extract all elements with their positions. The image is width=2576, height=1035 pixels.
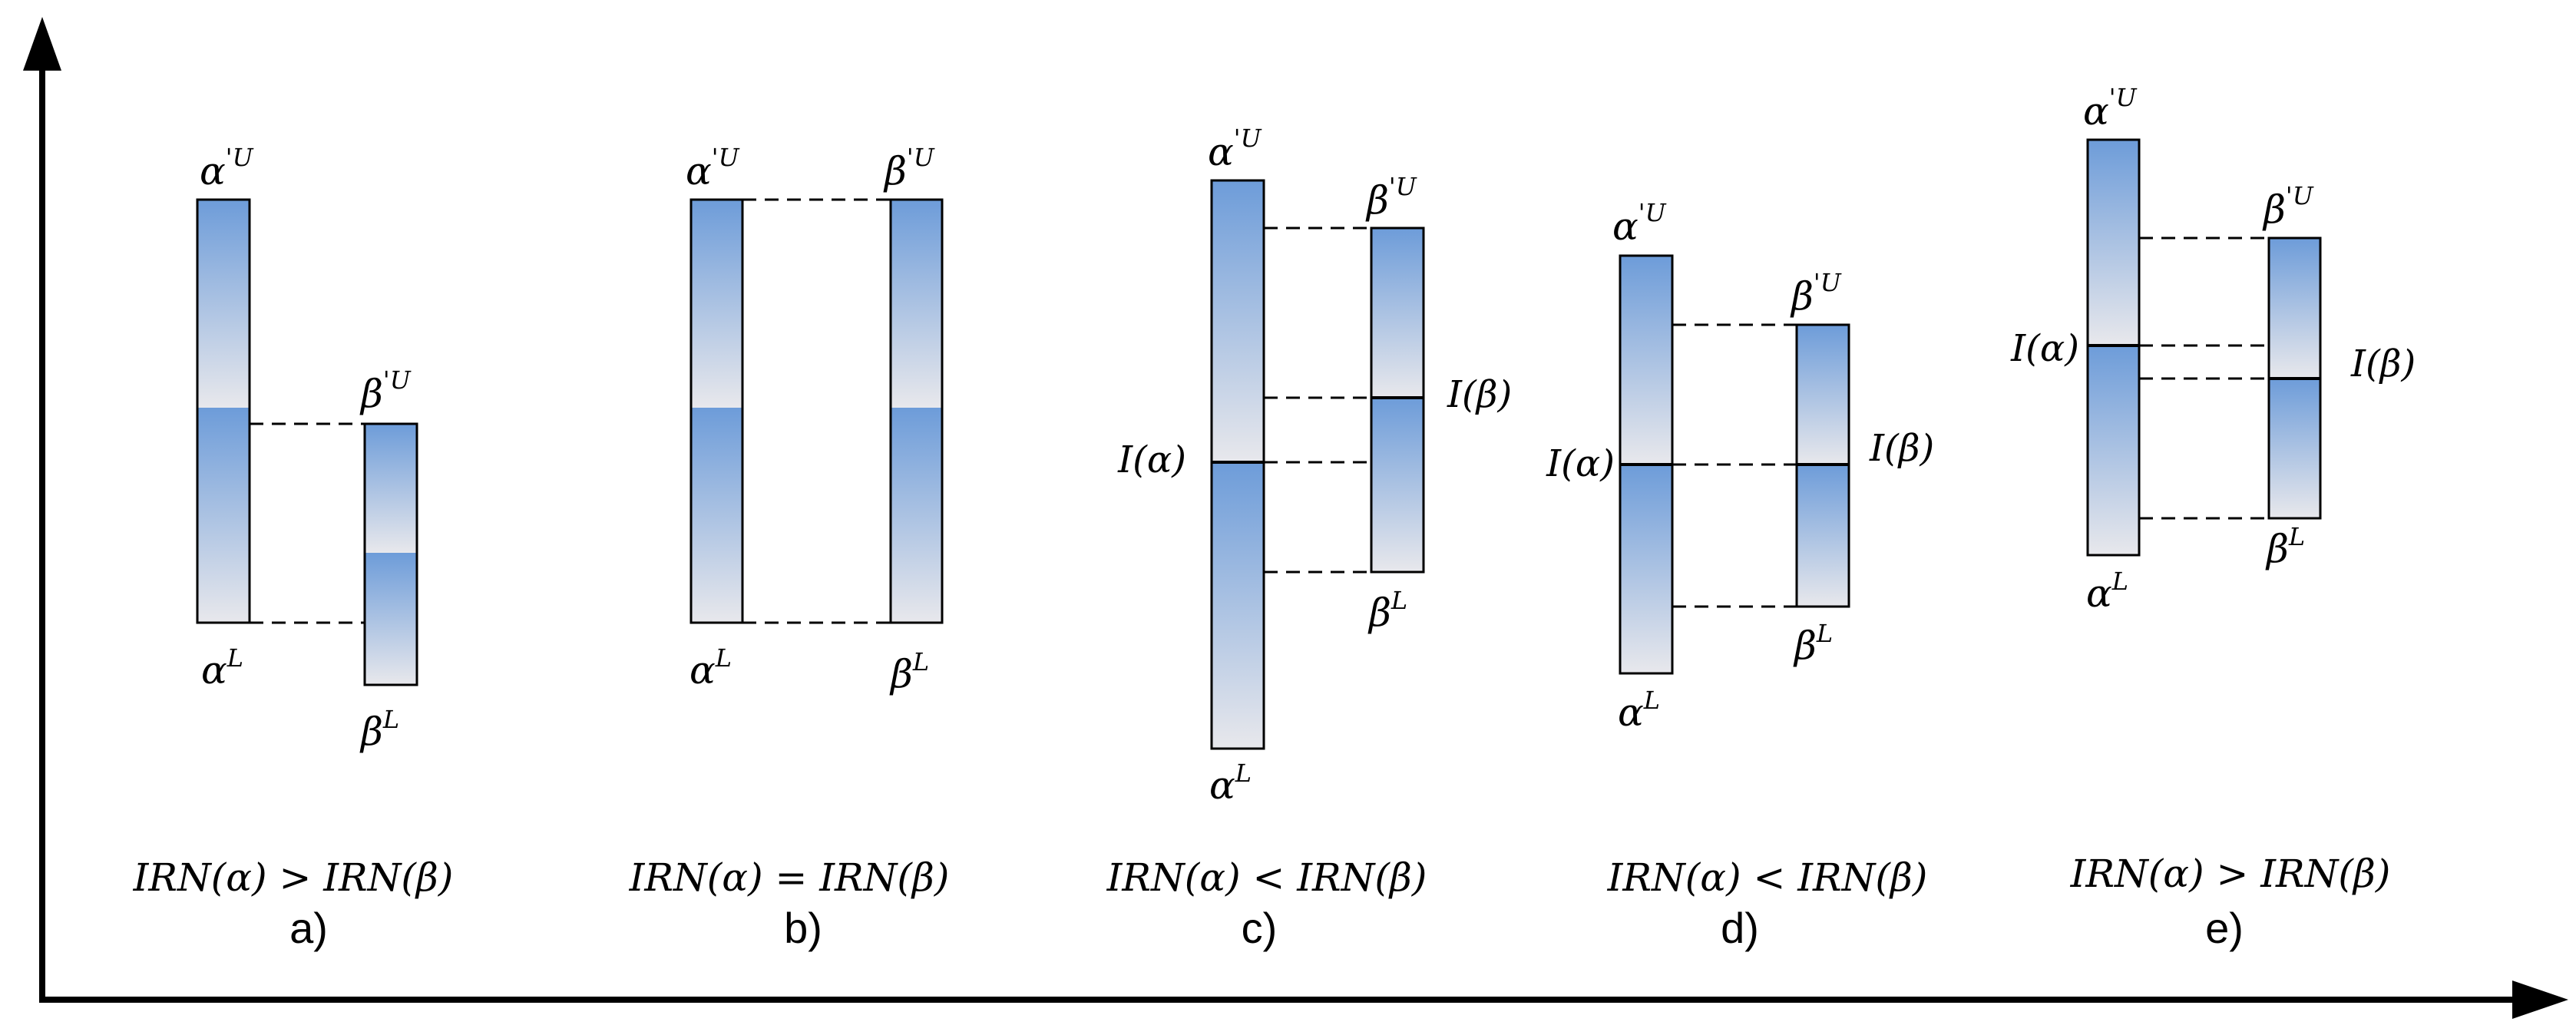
beta-lower-label: βL: [889, 647, 929, 696]
panel-b: α'U αL β'U βL IRN(α) = IRN(β) b): [629, 143, 950, 952]
beta-lower-label: βL: [359, 705, 399, 754]
panel-caption: d): [1721, 904, 1759, 952]
beta-upper-label: β'U: [2262, 181, 2314, 232]
comparison-formula: IRN(α) > IRN(β): [2070, 851, 2391, 896]
alpha-lower-label: αL: [2086, 567, 2128, 616]
alpha-midpoint-label: I(α): [1546, 442, 1615, 485]
dashed-connectors: [1672, 323, 1797, 608]
alpha-midpoint-label: I(α): [2010, 327, 2079, 370]
alpha-interval-bar: [1619, 254, 1674, 675]
alpha-lower-label: αL: [1618, 686, 1660, 735]
panel-a: α'U αL β'U βL IRN(α) > IRN(β) a): [133, 143, 454, 952]
beta-interval-bar: [2267, 236, 2322, 520]
alpha-upper-label: α'U: [2083, 83, 2138, 134]
panel-caption: a): [289, 904, 328, 952]
beta-midpoint-label: I(β): [1447, 373, 1512, 416]
alpha-interval-bar: [196, 198, 251, 624]
x-axis-arrowhead: [2512, 980, 2568, 1019]
dashed-connectors: [1264, 227, 1371, 574]
beta-midpoint-label: I(β): [1869, 427, 1934, 470]
alpha-interval-bar: [2086, 138, 2141, 557]
panel-d: α'U αL β'U βL I(α) I(β) IRN(α) < IRN(β) …: [1546, 198, 1934, 952]
beta-interval-bar: [1370, 227, 1425, 574]
panel-c: α'U αL β'U βL I(α) I(β) IRN(α) < IRN(β) …: [1106, 124, 1513, 952]
beta-upper-label: β'U: [1790, 268, 1842, 319]
beta-lower-label: βL: [1793, 619, 1833, 668]
y-axis-arrowhead: [23, 17, 61, 71]
beta-upper-label: β'U: [1365, 172, 1417, 223]
comparison-formula: IRN(α) = IRN(β): [629, 855, 950, 900]
alpha-interval-bar: [689, 198, 744, 624]
beta-midpoint-label: I(β): [2350, 342, 2416, 385]
beta-interval-bar: [1795, 323, 1850, 608]
panel-caption: c): [1242, 904, 1278, 952]
panel-caption: e): [2205, 904, 2244, 952]
alpha-upper-label: α'U: [1208, 124, 1262, 174]
alpha-upper-label: α'U: [686, 143, 740, 193]
beta-interval-bar: [889, 198, 944, 624]
beta-interval-bar: [363, 422, 418, 686]
alpha-upper-label: α'U: [1612, 198, 1667, 249]
beta-upper-label: β'U: [883, 143, 935, 193]
beta-upper-label: β'U: [359, 365, 412, 416]
alpha-interval-bar: [1210, 179, 1265, 750]
dashed-connectors: [742, 198, 891, 624]
axes: [23, 17, 2568, 1019]
dashed-connectors: [250, 422, 365, 624]
beta-lower-label: βL: [1367, 586, 1407, 635]
dashed-connectors: [2139, 236, 2269, 520]
alpha-lower-label: αL: [689, 643, 732, 693]
alpha-lower-label: αL: [201, 643, 243, 693]
panel-caption: b): [784, 904, 822, 952]
panel-e: α'U αL β'U βL I(α) I(β) IRN(α) > IRN(β) …: [2010, 83, 2416, 952]
alpha-lower-label: αL: [1209, 759, 1252, 808]
alpha-upper-label: α'U: [200, 143, 254, 193]
comparison-formula: IRN(α) < IRN(β): [1106, 855, 1427, 900]
comparison-formula: IRN(α) < IRN(β): [1607, 855, 1928, 900]
alpha-midpoint-label: I(α): [1117, 438, 1186, 481]
beta-lower-label: βL: [2265, 522, 2305, 571]
comparison-formula: IRN(α) > IRN(β): [133, 855, 454, 900]
